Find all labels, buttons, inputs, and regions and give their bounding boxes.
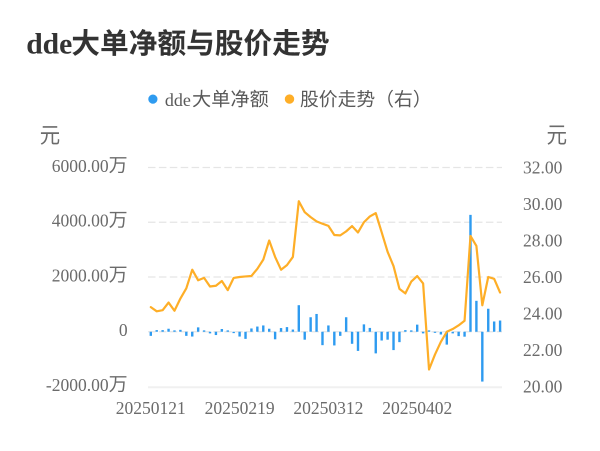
svg-text:28.00: 28.00 [523,230,563,250]
svg-text:dde: dde [165,90,191,110]
svg-text:20250312: 20250312 [293,398,363,418]
svg-text:dde: dde [26,28,72,60]
svg-text:2000.00: 2000.00 [52,265,109,285]
svg-text:22.00: 22.00 [523,340,563,360]
svg-text:26.00: 26.00 [523,267,563,287]
svg-text:-2000.00: -2000.00 [46,375,109,395]
svg-text:0: 0 [119,320,128,340]
svg-text:20250402: 20250402 [382,398,452,418]
svg-text:4000.00: 4000.00 [52,211,109,231]
svg-text:32.00: 32.00 [523,157,563,177]
svg-text:20.00: 20.00 [523,376,563,396]
svg-text:30.00: 30.00 [523,194,563,214]
svg-text:20250219: 20250219 [205,398,275,418]
svg-text:6000.00: 6000.00 [52,156,109,176]
svg-text:20250121: 20250121 [116,398,186,418]
svg-text:24.00: 24.00 [523,303,563,323]
